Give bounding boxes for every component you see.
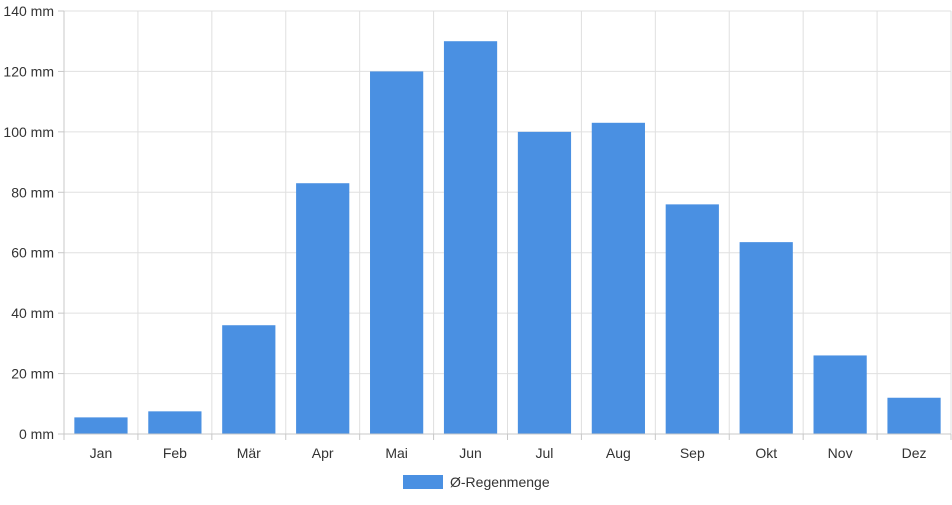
x-tick-label: Okt xyxy=(755,445,777,461)
x-tick-label: Mär xyxy=(237,445,261,461)
bar-feb[interactable] xyxy=(148,411,202,434)
x-tick-label: Jul xyxy=(536,445,554,461)
bar-sep[interactable] xyxy=(665,204,719,434)
y-tick-label: 100 mm xyxy=(3,124,54,140)
axis-layer: 0 mm 20 mm 40 mm 60 mm 80 mm 100 mm 120 mm 140 … xyxy=(3,3,952,461)
y-tick-label: 80 mm xyxy=(11,184,54,200)
bar-nov[interactable] xyxy=(813,355,867,434)
y-tick-label: 120 mm xyxy=(3,63,54,79)
legend-label: Ø-Regenmenge xyxy=(450,474,550,490)
x-tick-label: Aug xyxy=(606,445,631,461)
x-tick-label: Nov xyxy=(828,445,853,461)
bar-jan[interactable] xyxy=(74,417,128,434)
grid-layer xyxy=(64,10,952,434)
x-tick-label: Sep xyxy=(680,445,705,461)
bar-jul[interactable] xyxy=(517,131,572,434)
bar-okt[interactable] xyxy=(739,242,793,434)
x-tick-label: Mai xyxy=(385,445,408,461)
y-tick-label: 20 mm xyxy=(11,366,54,382)
y-tick-label: 0 mm xyxy=(19,426,54,442)
legend-swatch xyxy=(403,475,443,489)
legend[interactable]: Ø-Regenmenge xyxy=(403,474,550,490)
x-tick-label: Jan xyxy=(90,445,113,461)
bar-mär[interactable] xyxy=(222,325,276,434)
bar-apr[interactable] xyxy=(296,183,350,434)
y-tick-label: 140 mm xyxy=(3,3,54,19)
x-tick-label: Feb xyxy=(163,445,187,461)
bar-mai[interactable] xyxy=(370,71,424,434)
bar-dez[interactable] xyxy=(887,397,941,434)
bar-aug[interactable] xyxy=(591,122,645,435)
y-tick-label: 60 mm xyxy=(11,245,54,261)
bar-jun[interactable] xyxy=(443,41,498,434)
bars-layer xyxy=(74,41,941,435)
y-tick-label: 40 mm xyxy=(11,305,54,321)
x-tick-label: Jun xyxy=(459,445,482,461)
x-tick-label: Apr xyxy=(312,445,334,461)
x-tick-label: Dez xyxy=(902,445,927,461)
